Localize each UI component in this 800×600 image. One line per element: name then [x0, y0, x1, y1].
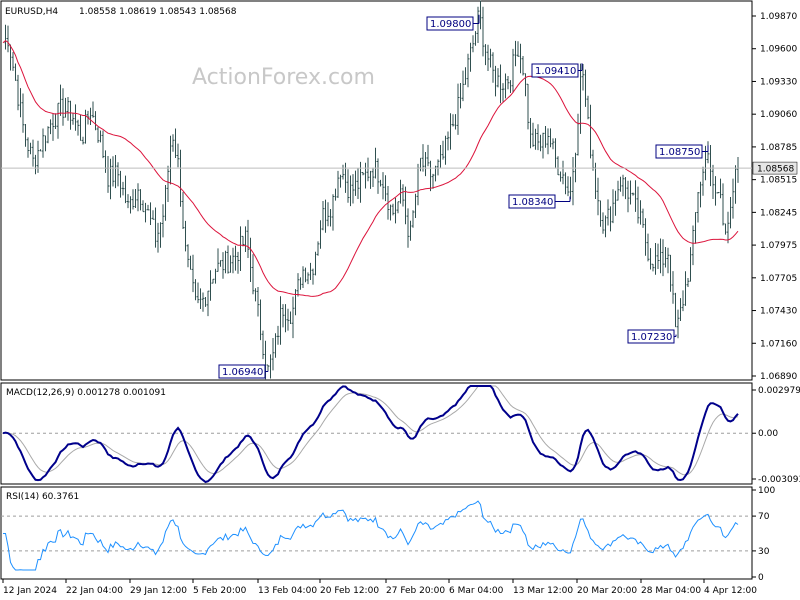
current-price-label: 1.08568: [757, 165, 794, 175]
time-tick-label: 28 Mar 04:00: [641, 586, 701, 596]
price-tick-label: 1.07430: [760, 307, 797, 317]
price-tick-label: 1.07705: [760, 274, 797, 284]
rsi-series: [1, 500, 752, 571]
time-tick-label: 22 Jan 04:00: [66, 586, 123, 596]
moving-average-line: [2, 39, 739, 297]
macd-tick-label: 0.00: [758, 429, 778, 439]
rsi-panel[interactable]: [0, 486, 753, 580]
label-low-1-07230: 1.07230: [627, 329, 677, 344]
macd-line: [2, 385, 739, 484]
time-tick-label: 20 Mar 20:00: [577, 586, 637, 596]
ohlc-values: 1.08558 1.08619 1.08543 1.08568: [79, 7, 237, 17]
label-high-1-09800: 1.09800: [426, 14, 480, 31]
price-tick-label: 1.08785: [760, 143, 797, 153]
price-label-text: 1.09410: [535, 66, 576, 77]
price-tick-label: 1.08515: [760, 176, 797, 186]
price-label-text: 1.09800: [430, 19, 471, 30]
label-high-1-08750: 1.08750: [655, 144, 709, 159]
macd-signal-line: [2, 385, 739, 476]
macd-series: [1, 385, 752, 484]
price-labels: 1.09800 1.09410 1.08750 1.08340 1.07230 1.069…: [218, 14, 709, 379]
price-label-text: 1.08750: [659, 147, 700, 158]
price-label-text: 1.08340: [512, 197, 553, 208]
rsi-line: [3, 500, 739, 571]
time-tick-label: 13 Mar 12:00: [513, 586, 573, 596]
time-tick-label: 12 Jan 2024: [3, 586, 57, 596]
macd-axis: 0.002979 0.00 -0.003093: [752, 386, 800, 485]
rsi-tick-label: 100: [758, 486, 775, 496]
current-price-box: [752, 161, 798, 175]
watermark: ActionForex.com: [192, 65, 375, 90]
label-low-1-08340: 1.08340: [508, 194, 571, 209]
rsi-tick-label: 30: [758, 547, 770, 557]
macd-tick-label: -0.003093: [758, 475, 800, 485]
rsi-axis: 100 70 30 0: [752, 486, 775, 583]
time-axis: 12 Jan 2024 22 Jan 04:00 29 Jan 12:00 5 Feb…: [2, 579, 757, 596]
label-high-1-09410: 1.09410: [531, 63, 583, 78]
price-tick-label: 1.09600: [760, 45, 797, 55]
time-tick-label: 27 Feb 20:00: [386, 586, 445, 596]
time-tick-label: 20 Feb 12:00: [320, 586, 379, 596]
macd-title: MACD(12,26,9) 0.001278 0.001091: [6, 388, 166, 398]
time-tick-label: 29 Jan 12:00: [130, 586, 187, 596]
rsi-tick-label: 0: [758, 573, 764, 583]
label-low-1-06940: 1.06940: [218, 364, 269, 379]
macd-tick-label: 0.002979: [758, 386, 800, 396]
price-tick-label: 1.06890: [760, 372, 797, 382]
price-tick-label: 1.08245: [760, 208, 797, 218]
price-axis: 1.09870 1.09600 1.09330 1.09060 1.08785 1.085…: [752, 12, 797, 382]
price-tick-label: 1.09330: [760, 77, 797, 87]
time-tick-label: 6 Mar 04:00: [449, 586, 504, 596]
symbol-timeframe: EURUSD,H4: [5, 7, 58, 17]
price-label-text: 1.06940: [222, 367, 263, 378]
rsi-title: RSI(14) 60.3761: [6, 492, 79, 502]
time-tick-label: 5 Feb 20:00: [193, 586, 247, 596]
price-tick-label: 1.09870: [760, 12, 797, 22]
price-label-text: 1.07230: [631, 332, 672, 343]
rsi-tick-label: 70: [758, 512, 770, 522]
time-tick-label: 4 Apr 12:00: [704, 586, 757, 596]
price-panel[interactable]: [0, 0, 753, 381]
price-bars: [4, 0, 739, 380]
price-tick-label: 1.09060: [760, 110, 797, 120]
time-tick-label: 13 Feb 04:00: [258, 586, 317, 596]
price-series: [1, 0, 752, 380]
price-tick-label: 1.07160: [760, 339, 797, 349]
price-tick-label: 1.07975: [760, 241, 797, 251]
